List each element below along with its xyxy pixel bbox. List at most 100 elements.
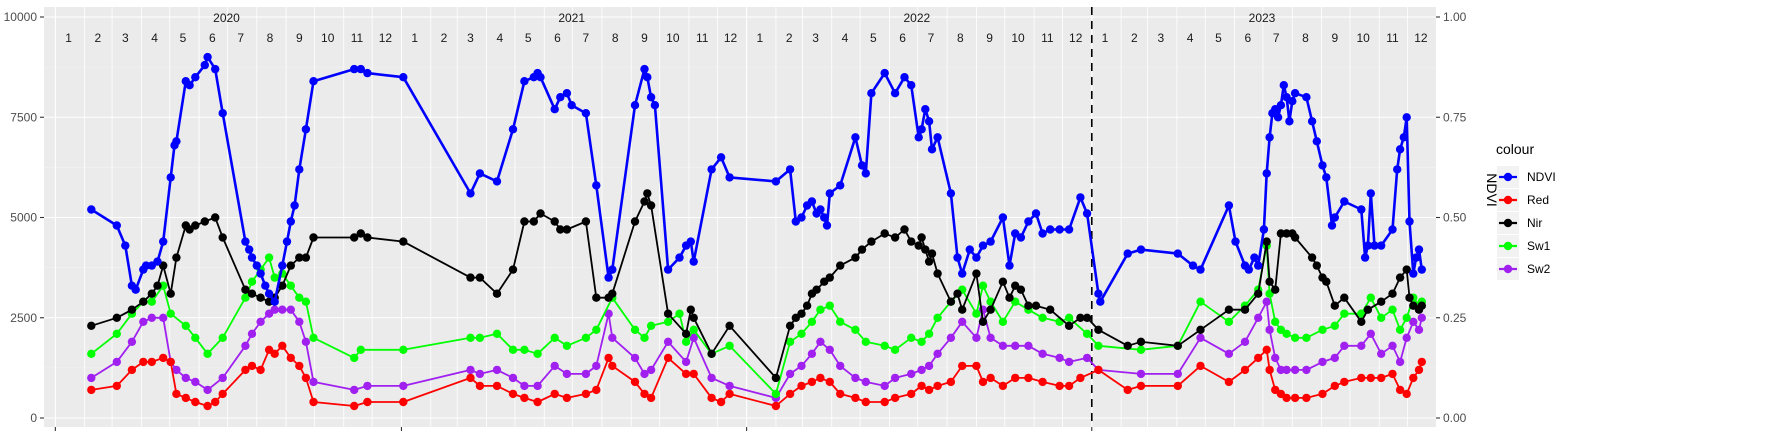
data-point-sw2 [946, 333, 956, 342]
data-point-nir [520, 217, 529, 226]
data-point-red [825, 377, 834, 387]
data-point-sw2 [475, 369, 485, 379]
data-point-red [807, 377, 817, 387]
data-point-red [1173, 381, 1183, 391]
month-label: 12 [724, 31, 738, 45]
month-label: 5 [180, 31, 187, 45]
month-label: 3 [467, 31, 474, 45]
data-point-ndvi [851, 133, 860, 142]
data-point-ndvi [261, 281, 270, 290]
data-point-ndvi [1393, 165, 1402, 174]
data-point-ndvi [1231, 237, 1240, 246]
data-point-ndvi [301, 125, 311, 134]
legend-item-red: Red [1497, 189, 1549, 211]
data-point-red [986, 373, 995, 383]
data-point-red [689, 369, 698, 379]
data-point-ndvi [1370, 241, 1379, 250]
data-point-red [112, 381, 122, 391]
data-point-sw2 [1357, 341, 1366, 350]
data-point-nir [927, 249, 937, 258]
data-point-nir [946, 297, 956, 306]
month-label: 1 [411, 31, 418, 45]
data-point-red [851, 393, 860, 403]
data-point-red [681, 369, 691, 379]
month-label: 5 [870, 31, 877, 45]
data-point-nir [890, 233, 900, 242]
data-point-nir [153, 281, 162, 290]
data-point-nir [592, 293, 601, 302]
data-point-ndvi [1259, 225, 1269, 234]
data-point-sw2 [181, 373, 190, 383]
data-point-ndvi [978, 241, 988, 250]
data-point-nir [917, 233, 926, 242]
data-point-red [797, 381, 806, 391]
data-point-sw2 [533, 381, 542, 391]
data-point-nir [1395, 273, 1405, 282]
data-point-sw2 [1196, 333, 1205, 342]
data-point-ndvi [252, 261, 261, 270]
data-point-ndvi [87, 205, 96, 214]
data-point-sw1 [825, 301, 834, 310]
data-point-sw1 [520, 345, 529, 354]
data-point-nir [1388, 289, 1397, 298]
data-point-nir [986, 305, 995, 314]
month-label: 8 [957, 31, 964, 45]
data-point-red [646, 393, 656, 403]
data-point-sw2 [466, 365, 475, 375]
data-point-sw1 [890, 345, 900, 354]
y2-tick-label: 0.75 [1443, 110, 1467, 124]
month-label: 7 [928, 31, 935, 45]
left-y-axis: 0 2500 5000 7500 10000 [4, 10, 44, 425]
data-point-nir [166, 289, 175, 298]
data-point-nir [492, 289, 502, 298]
data-point-ndvi [270, 297, 279, 306]
data-point-sw1 [924, 329, 934, 338]
month-label: 3 [812, 31, 819, 45]
data-point-red [1055, 381, 1064, 391]
month-label: 8 [612, 31, 619, 45]
month-label: 6 [554, 31, 561, 45]
series-red [87, 341, 1427, 411]
data-point-sw1 [1377, 313, 1386, 322]
data-point-nir [466, 273, 475, 282]
data-point-ndvi [592, 181, 601, 190]
data-point-ndvi [822, 221, 832, 230]
year-label: 2022 [903, 11, 930, 25]
data-point-nir [1340, 293, 1349, 302]
data-point-sw2 [286, 305, 295, 314]
legend-title: colour [1496, 141, 1534, 157]
data-point-nir [689, 313, 698, 322]
data-point-sw2 [191, 377, 200, 387]
data-point-nir [508, 265, 518, 274]
data-point-sw2 [972, 333, 981, 342]
data-point-nir [1082, 313, 1092, 322]
month-label: 4 [151, 31, 158, 45]
data-point-ndvi [1094, 289, 1103, 298]
data-point-red [203, 401, 212, 411]
data-point-sw2 [1388, 341, 1397, 350]
data-point-ndvi [924, 117, 934, 126]
legend-item-nir: Nir [1497, 212, 1542, 234]
data-point-ndvi [1318, 161, 1327, 170]
data-point-ndvi [399, 73, 408, 82]
data-point-sw1 [181, 321, 190, 330]
data-point-red [978, 377, 988, 387]
legend-key-point [1503, 241, 1513, 251]
data-point-ndvi [816, 205, 825, 214]
data-point-sw2 [256, 317, 265, 326]
data-point-red [581, 389, 591, 399]
data-point-nir [857, 245, 867, 254]
data-point-red [172, 389, 181, 399]
data-point-sw1 [797, 329, 806, 338]
data-point-nir [924, 257, 934, 266]
data-point-ndvi [286, 217, 295, 226]
data-point-nir [802, 301, 812, 310]
data-point-ndvi [986, 237, 995, 246]
data-point-sw1 [771, 389, 781, 399]
data-point-sw1 [933, 313, 942, 322]
data-point-sw1 [640, 333, 649, 342]
data-point-sw1 [816, 305, 825, 314]
month-label: 9 [296, 31, 303, 45]
data-point-sw1 [218, 333, 227, 342]
data-point-sw1 [807, 317, 817, 326]
